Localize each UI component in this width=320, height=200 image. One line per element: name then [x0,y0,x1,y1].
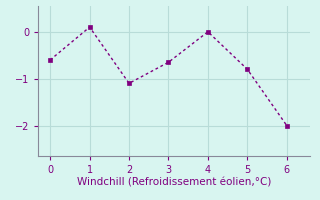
X-axis label: Windchill (Refroidissement éolien,°C): Windchill (Refroidissement éolien,°C) [77,178,272,188]
